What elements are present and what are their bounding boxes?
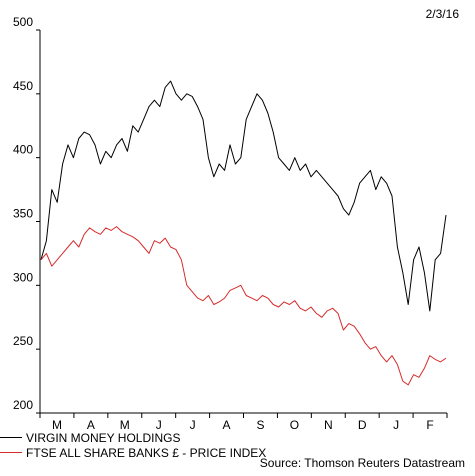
y-tick-label: 250: [13, 334, 33, 348]
y-tick-label: 450: [13, 79, 33, 93]
y-tick-label: 200: [13, 398, 33, 412]
legend-item-ftse: FTSE ALL SHARE BANKS £ - PRICE INDEX: [0, 445, 266, 460]
x-tick-label: A: [223, 418, 231, 432]
legend-swatch-ftse: [0, 452, 22, 453]
y-tick-label: 350: [13, 207, 33, 221]
x-tick-label: J: [190, 418, 196, 432]
x-tick-label: A: [87, 418, 95, 432]
x-tick-label: M: [52, 418, 62, 432]
x-tick-label: N: [324, 418, 333, 432]
chart-date: 2/3/16: [425, 7, 459, 21]
series-line-ftse-banks: [40, 226, 447, 386]
source-note: Source: Thomson Reuters Datastream: [259, 456, 465, 470]
x-tick-label: O: [290, 418, 299, 432]
y-tick-label: 300: [13, 270, 33, 284]
x-tick-label: J: [156, 418, 162, 432]
legend-label-ftse: FTSE ALL SHARE BANKS £ - PRICE INDEX: [26, 445, 267, 460]
legend-swatch-virgin: [0, 437, 22, 438]
legend-item-virgin: VIRGIN MONEY HOLDINGS: [0, 430, 266, 445]
x-tick-label: J: [393, 418, 399, 432]
x-tick-label: F: [426, 418, 433, 432]
series-line-virgin-money: [40, 80, 447, 312]
legend: VIRGIN MONEY HOLDINGS FTSE ALL SHARE BAN…: [0, 430, 266, 460]
y-tick-label: 400: [13, 143, 33, 157]
x-tick-label: S: [256, 418, 264, 432]
chart-series: [40, 80, 447, 386]
legend-label-virgin: VIRGIN MONEY HOLDINGS: [26, 430, 181, 445]
y-tick-label: 500: [13, 15, 33, 29]
x-tick-label: M: [120, 418, 130, 432]
chart-axes: 200 250 300 350 400 450 500 M A M J J A S O N D J F: [13, 15, 448, 432]
x-tick-label: D: [358, 418, 367, 432]
